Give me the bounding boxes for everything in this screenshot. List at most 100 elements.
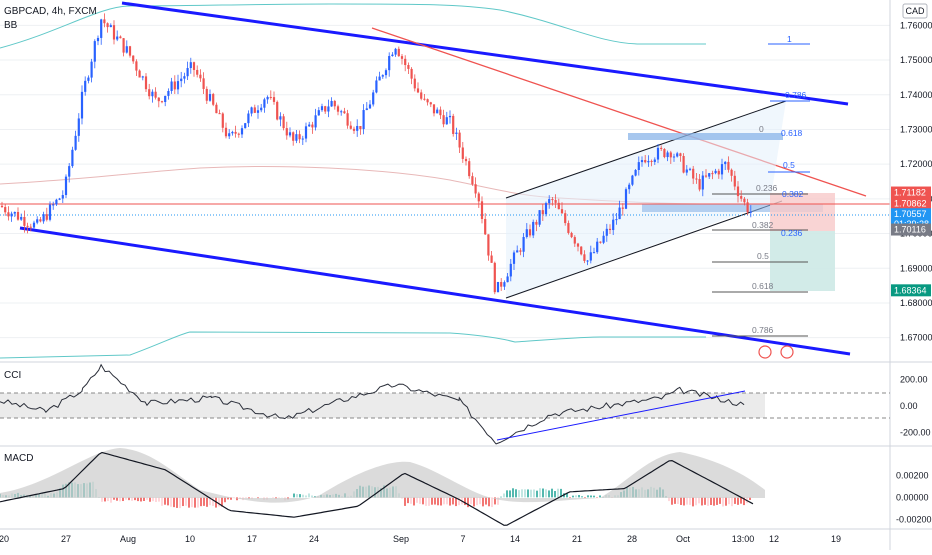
candle-body	[480, 201, 484, 219]
macd-axis[interactable]: 0.00200 0.00000 -0.00200	[896, 470, 932, 524]
candle-body	[388, 56, 391, 71]
cci-tick-label: -200.00	[900, 428, 931, 438]
cci-indicator-label[interactable]: CCI	[4, 370, 21, 381]
candle-body	[644, 160, 647, 163]
rising-channel-fill	[506, 101, 786, 298]
candle-body	[263, 99, 266, 108]
candle-body	[71, 149, 74, 167]
time-tick-label: Sep	[393, 534, 409, 544]
price-tick-label: 1.73000	[900, 124, 932, 134]
candle-body	[68, 166, 71, 177]
resistance-zone[interactable]	[628, 133, 783, 140]
candle-body	[84, 80, 87, 92]
candle-body	[343, 111, 346, 114]
candle-body	[247, 113, 250, 124]
flag-icon	[780, 345, 794, 359]
bb-indicator-label[interactable]: BB	[4, 20, 18, 31]
rising-channel-upper[interactable]	[505, 100, 787, 199]
support-zone[interactable]	[642, 204, 823, 212]
currency-badge-label: CAD	[905, 6, 925, 16]
fib-label: 0.5	[783, 160, 795, 170]
cci-axis[interactable]: 200.00 0.00 -200.00	[900, 374, 931, 437]
fib-retracement[interactable]: 1 0.786 0.618 0 0.5 0.236 0.382 0.382 0.…	[712, 34, 810, 337]
candle-body	[599, 241, 602, 243]
candle-body	[576, 243, 580, 247]
macd-indicator-label[interactable]: MACD	[4, 453, 33, 464]
candle-body	[330, 100, 333, 107]
candle-body	[429, 102, 432, 105]
cci-band	[0, 393, 765, 418]
candle-body	[436, 109, 439, 114]
candle-body	[685, 169, 688, 173]
candle-body	[352, 128, 356, 131]
fib-label: 0.382	[782, 189, 804, 199]
currency-badge[interactable]	[902, 3, 928, 19]
candle-body	[416, 88, 420, 93]
candle-body	[157, 97, 160, 102]
candle-body	[551, 199, 554, 201]
fib-label: 0.382	[752, 220, 774, 230]
candle-body	[730, 169, 733, 176]
candle-body	[516, 250, 519, 253]
candle-body	[125, 46, 128, 53]
candle-body	[656, 147, 660, 160]
rising-channel-lower[interactable]	[505, 200, 783, 299]
candle-body	[106, 23, 109, 28]
candle-body	[698, 179, 701, 190]
candle-body	[461, 147, 464, 159]
candle-body	[394, 48, 397, 55]
price-tick-label: 1.68000	[900, 298, 932, 308]
time-tick-label: 19	[831, 534, 841, 544]
candle-body	[96, 37, 100, 42]
candle-body	[7, 212, 10, 217]
candle-body	[714, 170, 717, 174]
candle-body	[596, 241, 599, 253]
candle-body	[717, 170, 720, 175]
candle-body	[749, 211, 752, 213]
macd-tick-label: -0.00200	[896, 514, 932, 524]
candle-body	[218, 113, 221, 115]
time-tick-label: 21	[572, 534, 582, 544]
candle-body	[484, 218, 487, 235]
candle-body	[176, 81, 180, 90]
time-tick-label: 7	[460, 534, 465, 544]
candle-body	[442, 115, 445, 125]
price-badge-label: 1.70557	[894, 209, 927, 219]
price-badge	[891, 197, 931, 210]
price-badge-label: 1.71182	[894, 188, 926, 198]
candle-body	[116, 36, 119, 40]
upper-channel-line[interactable]	[121, 1, 849, 106]
candle-body	[602, 235, 605, 243]
candle-body	[74, 135, 77, 150]
candle-body	[589, 252, 592, 261]
candle-body	[407, 65, 410, 69]
candle-body	[720, 164, 724, 175]
candle-body	[391, 54, 394, 57]
candle-body	[535, 221, 538, 225]
resistance-line[interactable]	[371, 27, 867, 197]
candle-body	[455, 132, 458, 134]
lower-channel-line[interactable]	[19, 226, 851, 356]
candle-body	[509, 263, 512, 277]
candle-body	[119, 36, 122, 39]
take-profit-zone[interactable]	[770, 231, 835, 291]
time-axis[interactable]: 20 27 Aug 10 17 24 Sep 7 14 21 28 Oct 13:00 12 19	[0, 534, 841, 544]
time-tick-label: Oct	[676, 534, 691, 544]
candle-body	[586, 260, 589, 262]
candle-body	[746, 202, 749, 213]
candle-body	[237, 133, 240, 135]
economic-event-markers[interactable]	[758, 345, 794, 359]
candle-body	[61, 195, 64, 199]
fib-label: 0.236	[781, 228, 803, 238]
price-badge	[891, 186, 931, 199]
candle-body	[452, 115, 455, 134]
stop-loss-zone[interactable]	[770, 193, 835, 231]
cci-trendline[interactable]	[496, 390, 746, 441]
price-badge-label: 1.70862	[894, 199, 927, 209]
candle-body	[544, 203, 548, 215]
candle-body	[503, 282, 506, 287]
candle-body	[93, 41, 96, 62]
candle-body	[64, 176, 68, 196]
